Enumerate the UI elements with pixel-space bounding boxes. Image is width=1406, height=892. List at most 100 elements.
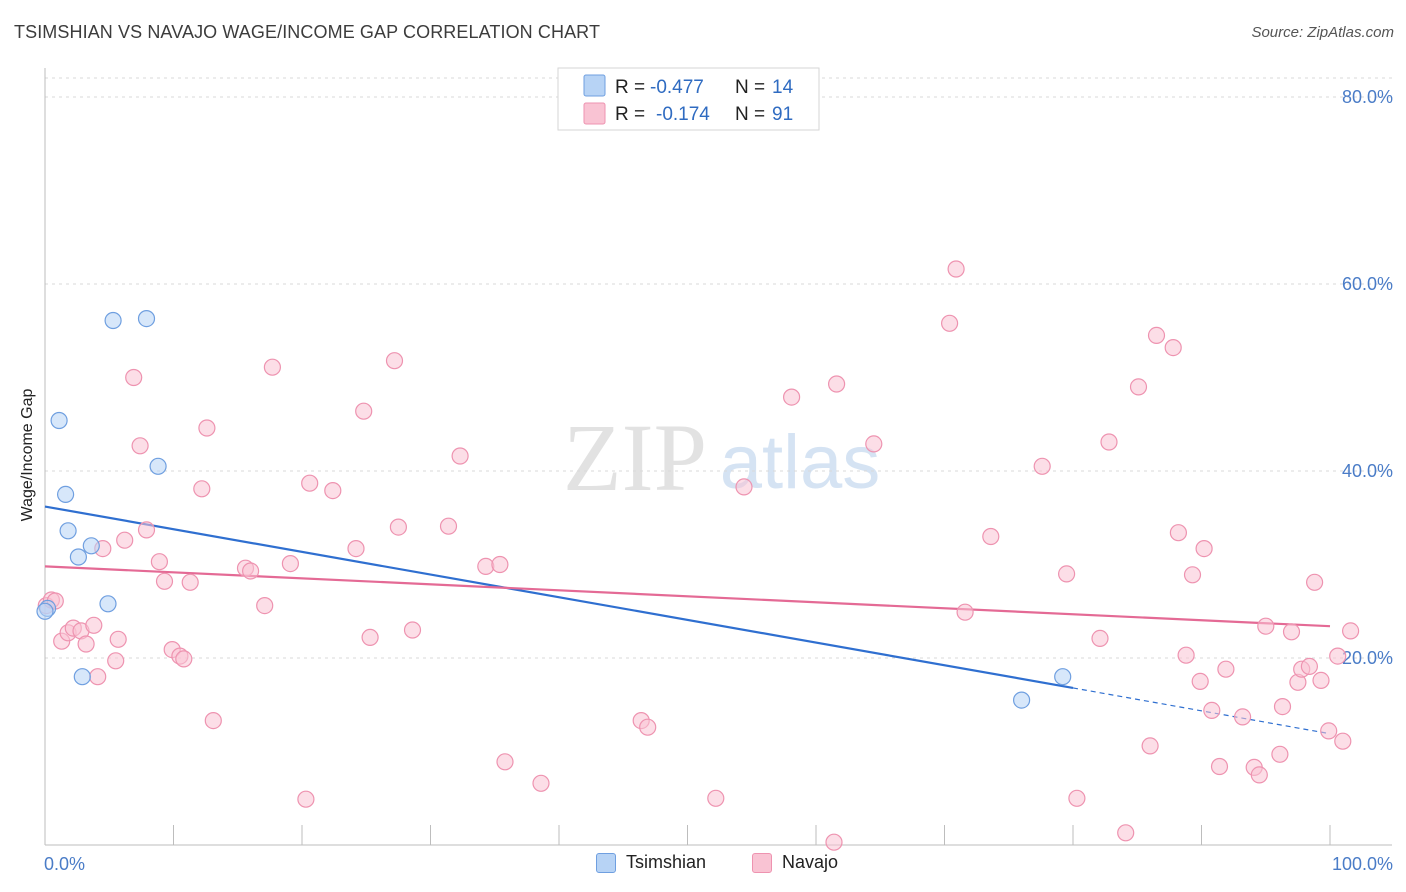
navajo-point [982, 527, 1000, 546]
watermark-zip: ZIP [563, 404, 707, 511]
navajo-point [865, 435, 883, 453]
navajo-point [181, 573, 199, 591]
legend: R = -0.477 N = 14 R = -0.174 N = 91 [557, 67, 820, 131]
series-tsimshian [36, 310, 1072, 709]
navajo-point [1282, 623, 1301, 641]
axes [44, 68, 1392, 846]
navajo-point [956, 603, 974, 621]
navajo-point [1320, 722, 1338, 740]
navajo-point [1147, 326, 1166, 344]
navajo-point [1068, 789, 1086, 807]
legend-n-value-tsimshian: 14 [772, 77, 794, 98]
legend-n-label-tsimshian: N = [735, 77, 765, 98]
legend-r-value-tsimshian: -0.477 [650, 77, 704, 98]
navajo-point [1091, 629, 1109, 648]
navajo-point [1195, 539, 1213, 558]
navajo-point [1334, 732, 1352, 750]
navajo-point [125, 368, 143, 387]
navajo-point [735, 478, 753, 496]
navajo-point [175, 650, 193, 668]
navajo-point [361, 628, 379, 647]
navajo-point [825, 833, 843, 851]
navajo-point [1305, 573, 1324, 591]
tsimshian-point [69, 548, 88, 566]
tsimshian-point [137, 310, 156, 328]
navajo-point [131, 437, 149, 455]
navajo-point [1341, 622, 1360, 640]
tsimshian-point [99, 595, 117, 613]
bottom-legend-swatch-tsimshian [596, 852, 616, 873]
tick-labels: 20.0% 40.0% 60.0% 80.0% 0.0% 100.0% [44, 87, 1393, 874]
navajo-point [1177, 646, 1195, 664]
navajo-point [782, 388, 801, 406]
tsimshian-point [50, 411, 68, 430]
navajo-point [355, 402, 373, 420]
navajo-point [532, 774, 550, 792]
legend-swatch-navajo [583, 102, 606, 125]
bottom-legend-tsimshian: Tsimshian [596, 852, 706, 873]
navajo-point [1164, 339, 1182, 357]
tsimshian-trend-extension [1072, 687, 1331, 735]
legend-r-label-tsimshian: R = [615, 77, 645, 98]
navajo-point [1250, 766, 1268, 784]
navajo-point [85, 616, 103, 634]
navajo-point [707, 789, 725, 807]
navajo-point [301, 474, 319, 492]
navajo-point [297, 790, 315, 808]
navajo-point [198, 419, 216, 437]
navajo-point [827, 375, 846, 393]
navajo-point [1129, 378, 1148, 396]
navajo-point [242, 562, 260, 580]
bottom-legend-navajo: Navajo [752, 852, 838, 873]
series-navajo [37, 260, 1360, 851]
navajo-point [1183, 566, 1202, 584]
navajo-point [1271, 745, 1289, 763]
navajo-point [403, 621, 422, 639]
navajo-point [1300, 657, 1319, 676]
chart-title: TSIMSHIAN VS NAVAJO WAGE/INCOME GAP CORR… [14, 22, 601, 42]
y-tick-label: 60.0% [1342, 274, 1393, 294]
navajo-point [385, 352, 404, 370]
navajo-point [155, 572, 174, 590]
navajo-point [1141, 737, 1159, 755]
navajo-point [439, 517, 458, 535]
tsimshian-point [56, 485, 75, 503]
navajo-point [1233, 708, 1252, 726]
legend-n-label-navajo: N = [735, 104, 765, 125]
data-points [36, 260, 1360, 851]
navajo-point [1217, 660, 1235, 678]
navajo-point [116, 531, 134, 549]
navajo-point [137, 521, 156, 539]
tsimshian-point [149, 457, 167, 475]
y-tick-label: 40.0% [1342, 461, 1393, 481]
navajo-point [1329, 647, 1347, 665]
y-tick-label: 20.0% [1342, 648, 1393, 668]
navajo-point [1169, 524, 1188, 542]
tsimshian-point [36, 602, 54, 620]
navajo-point [389, 518, 407, 536]
tsimshian-trend-line [44, 505, 1074, 690]
tsimshian-point [1012, 691, 1031, 709]
navajo-point [347, 539, 365, 558]
navajo-point [150, 553, 168, 571]
navajo-point [1312, 671, 1330, 690]
navajo-point [256, 596, 274, 615]
navajo-point [1057, 565, 1076, 583]
bottom-legend: Tsimshian Navajo [0, 852, 1406, 878]
navajo-point [1203, 701, 1221, 720]
navajo-point [204, 711, 222, 730]
navajo-point [947, 260, 965, 278]
navajo-point [1273, 697, 1292, 716]
x-tick-label-max: 100.0% [1332, 854, 1393, 874]
navajo-point [1117, 824, 1135, 842]
navajo-point [1210, 757, 1229, 776]
source-credit: Source: ZipAtlas.com [1251, 24, 1394, 41]
navajo-point [193, 480, 211, 498]
legend-r-label-navajo: R = [615, 104, 645, 125]
tsimshian-point [59, 522, 77, 540]
navajo-point [1100, 433, 1118, 451]
navajo-point [109, 630, 127, 648]
legend-swatch-tsimshian [583, 74, 606, 97]
navajo-point [1033, 457, 1051, 475]
